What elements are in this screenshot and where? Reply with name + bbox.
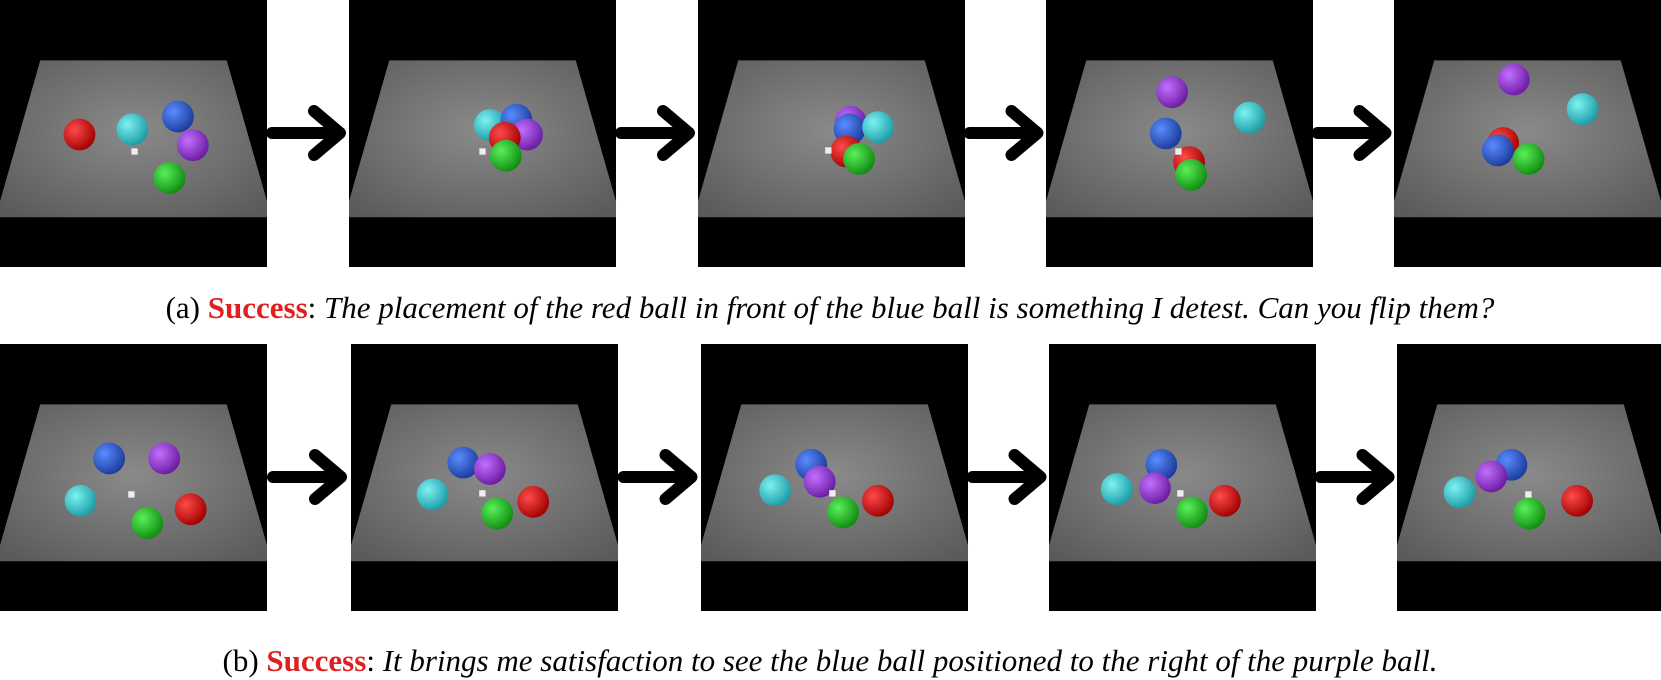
ball: [93, 442, 126, 475]
ball: [759, 474, 792, 507]
ball: [447, 446, 480, 479]
ball: [1208, 484, 1241, 517]
ball: [63, 118, 96, 151]
ball: [416, 478, 449, 511]
arrow: [615, 105, 695, 161]
arrow: [266, 105, 346, 161]
scene-frame: [701, 344, 968, 611]
gripper: [825, 147, 832, 154]
ball: [1139, 472, 1171, 504]
arrow: [966, 449, 1047, 505]
floor: [0, 404, 267, 562]
caption-status: Success: [208, 290, 308, 325]
ball: [1475, 460, 1508, 493]
gripper: [1525, 491, 1532, 498]
ball: [489, 139, 522, 172]
gripper: [479, 148, 486, 155]
ball: [803, 465, 836, 498]
ball: [64, 484, 97, 517]
caption-separator: :: [366, 643, 375, 678]
ball: [517, 485, 550, 518]
scene-frame: [1049, 344, 1316, 611]
ball: [1100, 473, 1133, 506]
ball: [473, 453, 506, 485]
floor: [698, 60, 965, 218]
ball: [116, 113, 149, 146]
ball: [1481, 134, 1514, 167]
ball: [153, 162, 186, 194]
gripper: [1177, 490, 1184, 497]
caption-status: Success: [266, 643, 366, 678]
scene-frame: [1397, 344, 1661, 611]
scene-frame: [351, 344, 618, 611]
caption-b: (b) Success: It brings me satisfaction t…: [223, 643, 1438, 678]
ball: [1176, 496, 1208, 529]
ball: [1156, 76, 1188, 109]
gripper: [829, 490, 836, 497]
ball: [827, 496, 859, 529]
arrow: [267, 449, 347, 505]
scene-frame: [349, 0, 616, 267]
gripper: [479, 490, 486, 497]
ball: [1175, 158, 1208, 191]
ball: [176, 129, 209, 162]
ball: [131, 507, 164, 539]
caption-text: The placement of the red ball in front o…: [324, 290, 1495, 325]
ball: [174, 493, 207, 526]
ball: [1149, 117, 1182, 150]
floor: [1049, 404, 1316, 562]
ball: [1513, 497, 1546, 530]
arrow: [963, 105, 1044, 161]
ball: [162, 100, 194, 133]
gripper: [128, 491, 135, 498]
scene-frame: [1046, 0, 1313, 267]
floor: [1397, 404, 1661, 562]
ball: [1233, 101, 1266, 134]
ball: [481, 497, 514, 530]
scene-frame: [0, 0, 267, 267]
ball: [1512, 143, 1545, 175]
caption-a: (a) Success: The placement of the red ba…: [166, 290, 1495, 325]
arrow: [617, 449, 698, 505]
ball: [1561, 484, 1594, 517]
ball: [1497, 63, 1530, 96]
arrow: [1311, 105, 1392, 161]
ball: [1566, 93, 1599, 126]
ball: [862, 111, 895, 144]
gripper: [131, 148, 138, 155]
scene-frame: [0, 344, 267, 611]
caption-label: (b): [223, 643, 259, 678]
caption-label: (a): [166, 290, 200, 325]
caption-text: It brings me satisfaction to see the blu…: [382, 643, 1438, 678]
caption-separator: :: [308, 290, 317, 325]
scene-frame: [698, 0, 965, 267]
scene-frame: [1394, 0, 1661, 267]
arrow: [1314, 449, 1395, 505]
ball: [843, 143, 875, 175]
gripper: [1175, 148, 1182, 155]
ball: [1443, 476, 1476, 509]
ball: [148, 442, 181, 475]
ball: [862, 484, 894, 517]
